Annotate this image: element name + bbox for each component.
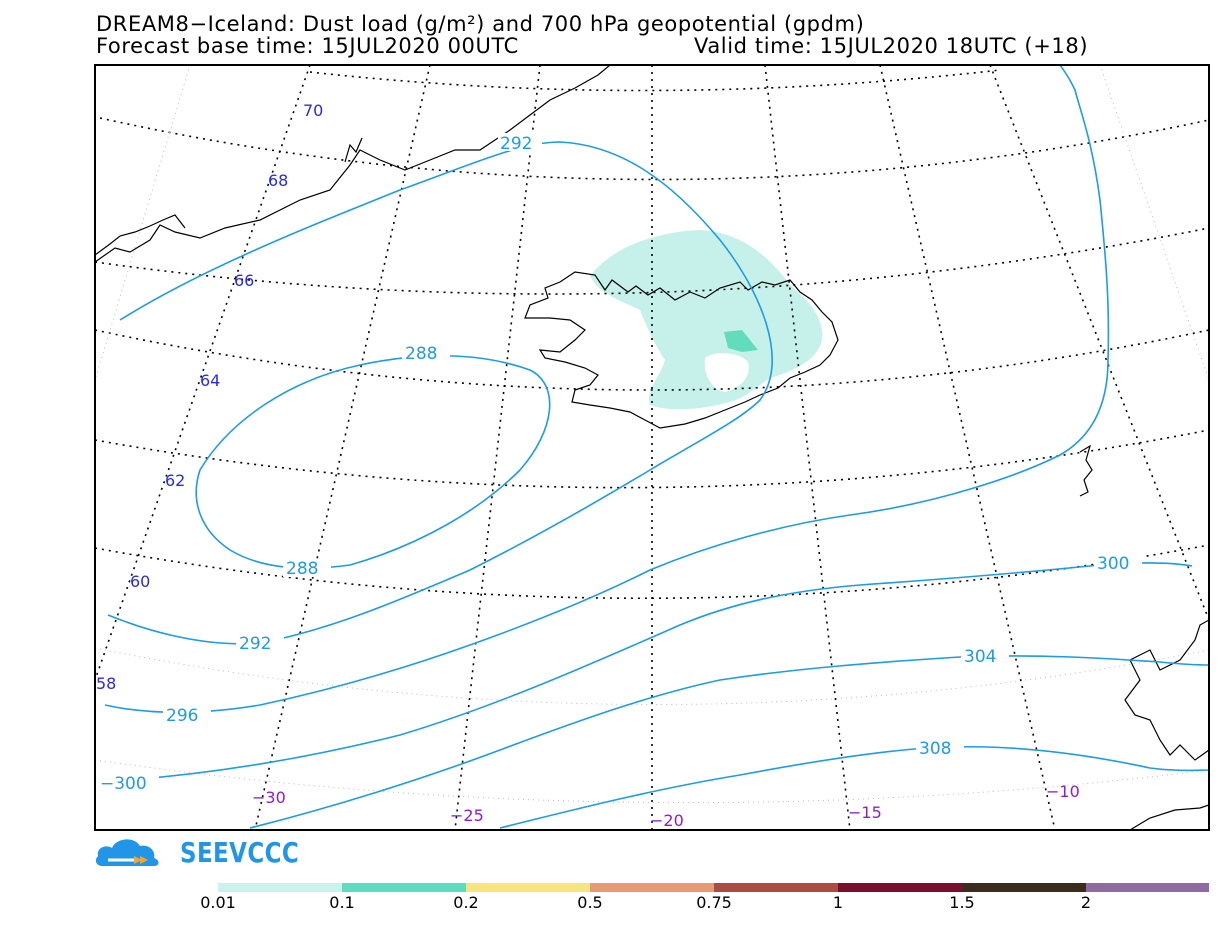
faroe-islands: [1079, 444, 1093, 497]
map-title: DREAM8−Iceland: Dust load (g/m²) and 700…: [96, 12, 865, 36]
colorbar-segment: [590, 883, 714, 892]
colorbar-segment: [962, 883, 1086, 892]
longitude-lines-thin: [95, 65, 1209, 381]
lon-label: −15: [848, 803, 882, 822]
lon-label: −25: [450, 806, 484, 825]
isoline-label: 300: [1097, 554, 1129, 574]
geopotential-isolines: [99, 65, 1209, 829]
dust-area-mid: [724, 330, 758, 352]
cloud-logo-icon: [95, 839, 159, 866]
forecast-base-time: Forecast base time: 15JUL2020 00UTC: [96, 34, 519, 58]
isoline-292-north: [107, 141, 773, 645]
colorbar-label: 0.5: [577, 893, 603, 912]
map-frame: [94, 64, 1210, 831]
colorbar-segment: [1086, 883, 1209, 892]
isoline-labels: 292 288 288 292 296 −300 300 304 308: [99, 133, 1142, 794]
lat-label: 60: [130, 572, 150, 591]
lon-label: −20: [650, 811, 684, 830]
norway-coast: [1129, 804, 1209, 830]
iceland-coast: [524, 271, 839, 429]
dust-area-low-gap: [704, 353, 749, 392]
logo-text: SEEVCCC: [180, 836, 300, 869]
colorbar-segment: [218, 883, 342, 892]
isoline-label: 288: [286, 559, 318, 579]
colorbar-segment: [342, 883, 466, 892]
colorbar-segment: [714, 883, 838, 892]
lat-label: 64: [200, 371, 220, 390]
isoline-label: 304: [964, 647, 996, 667]
coastlines: [95, 65, 1209, 830]
colorbar-label: 1.5: [949, 893, 975, 912]
lat-label: 66: [234, 271, 254, 290]
colorbar-label: 0.01: [200, 893, 236, 912]
lat-label: 68: [268, 171, 288, 190]
isoline-label: 292: [500, 134, 532, 154]
isoline-300: [99, 562, 1193, 783]
lat-label: 62: [165, 471, 185, 490]
dust-area-low: [590, 230, 823, 410]
scotland-coast: [1124, 619, 1209, 761]
colorbar-label: 0.2: [453, 893, 479, 912]
latitude-labels: 70 68 66 64 62 60 58: [96, 101, 323, 693]
latitude-lines: [95, 69, 1209, 600]
longitude-labels: −30 −25 −20 −15 −10: [252, 782, 1080, 830]
longitude-lines: [95, 65, 1209, 830]
colorbar-label: 0.75: [696, 893, 732, 912]
latitude-lines-thin: [95, 647, 1209, 804]
greenland-coast: [95, 65, 611, 263]
isoline-label: −300: [100, 774, 147, 794]
colorbar-segment: [838, 883, 962, 892]
isoline-label: 296: [166, 706, 198, 726]
colorbar-segment: [466, 883, 590, 892]
isoline-label: 292: [239, 634, 271, 654]
colorbar-label: 1: [832, 893, 844, 912]
lon-label: −30: [252, 788, 286, 807]
lon-label: −10: [1046, 782, 1080, 801]
isoline-304: [249, 655, 1209, 829]
isoline-label: 308: [919, 739, 951, 759]
lat-label: 58: [96, 674, 116, 693]
isoline-296: [104, 65, 1110, 714]
isoline-288: [195, 355, 551, 570]
colorbar-label: 0.1: [329, 893, 355, 912]
valid-time: Valid time: 15JUL2020 18UTC (+18): [694, 34, 1089, 58]
lat-label: 70: [303, 101, 323, 120]
isoline-label: 288: [405, 344, 437, 364]
colorbar-label: 2: [1080, 893, 1092, 912]
